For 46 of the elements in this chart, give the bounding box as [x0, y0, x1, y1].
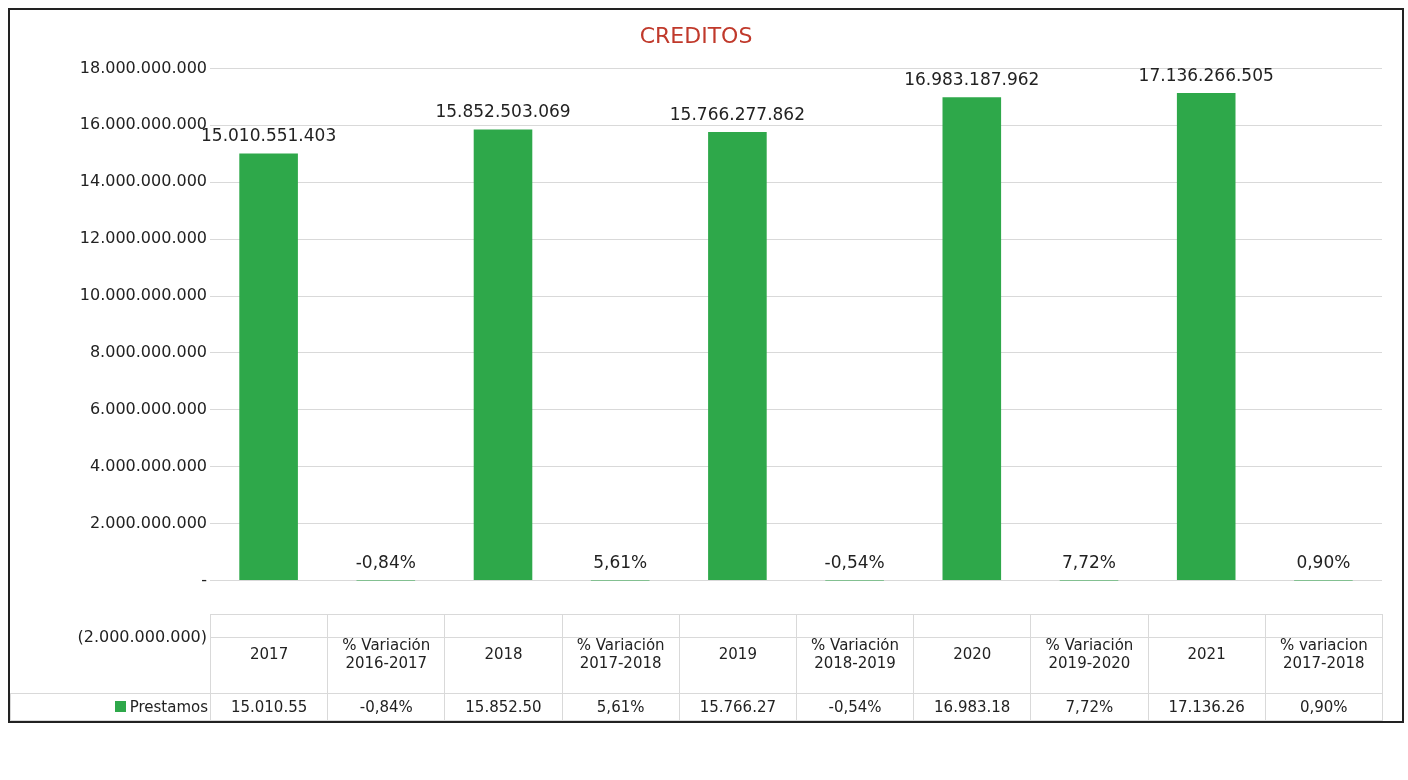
- data-label: 17.136.266.505: [1138, 64, 1274, 85]
- text: 17.136.26: [1148, 693, 1266, 721]
- text: 0,90%: [1265, 693, 1383, 721]
- x-tick-label: % Variación 2016-2017: [341, 636, 432, 672]
- legend-label: Prestamos: [128, 698, 208, 716]
- x-tick-label: 2021: [1186, 645, 1227, 663]
- x-tick-label: % Variación 2017-2018: [575, 636, 666, 672]
- bar: [473, 129, 533, 580]
- text: 15.010.55: [210, 693, 328, 721]
- y-tick-label: 4.000.000.000: [89, 455, 207, 475]
- text: -0,84%: [327, 693, 445, 721]
- x-tick-label: % variacion 2017-2018: [1278, 636, 1369, 672]
- y-tick-label: 6.000.000.000: [89, 398, 207, 418]
- bar: [942, 97, 1002, 580]
- x-tick-label: 2017: [249, 645, 290, 663]
- text: 15.766.27: [679, 693, 797, 721]
- y-tick-label: 10.000.000.000: [79, 285, 207, 305]
- x-tick-label: 2018: [483, 645, 524, 663]
- data-label: 15.766.277.862: [669, 103, 805, 124]
- text: 7,72%: [1030, 693, 1148, 721]
- text: 5,61%: [562, 693, 680, 721]
- x-tick-label: % Variación 2019-2020: [1044, 636, 1135, 672]
- data-label: 7,72%: [1061, 551, 1117, 572]
- bar: [1176, 92, 1236, 580]
- y-tick-label: 8.000.000.000: [89, 342, 207, 362]
- x-tick-label: % Variación 2018-2019: [810, 636, 900, 672]
- y-tick-label: 14.000.000.000: [79, 171, 207, 191]
- text: 16.983.18: [913, 693, 1031, 721]
- chart-title: CREDITOS: [639, 22, 753, 48]
- data-label: -0,84%: [355, 552, 416, 573]
- data-label: -0,54%: [824, 552, 885, 573]
- x-tick-label: 2020: [952, 645, 993, 663]
- data-label: 5,61%: [593, 551, 648, 572]
- bar: [708, 131, 767, 580]
- y-tick-label: 12.000.000.000: [79, 228, 207, 248]
- y-tick-label: (2.000.000.000): [77, 626, 207, 646]
- bar: [239, 153, 298, 580]
- y-tick-label: 2.000.000.000: [89, 512, 207, 532]
- data-label: 0,90%: [1296, 551, 1351, 572]
- text: -0,54%: [796, 693, 914, 721]
- text: 15.852.50: [444, 693, 563, 721]
- y-tick-label: -: [201, 569, 207, 589]
- data-label: 16.983.187.962: [904, 69, 1040, 90]
- data-label: 15.852.503.069: [435, 101, 571, 122]
- x-tick-label: 2019: [717, 645, 758, 663]
- y-tick-label: 18.000.000.000: [79, 57, 207, 77]
